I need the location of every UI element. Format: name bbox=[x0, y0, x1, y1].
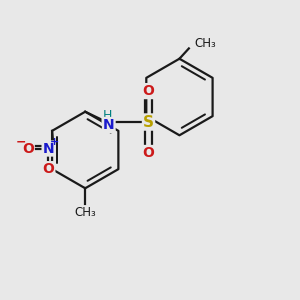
Text: N: N bbox=[103, 118, 115, 132]
Text: S: S bbox=[143, 115, 154, 130]
Text: O: O bbox=[142, 146, 154, 160]
Text: CH₃: CH₃ bbox=[194, 38, 216, 50]
Text: H: H bbox=[103, 109, 112, 122]
Text: −: − bbox=[16, 136, 27, 148]
Text: O: O bbox=[142, 84, 154, 98]
Text: O: O bbox=[22, 142, 34, 155]
Text: O: O bbox=[43, 162, 54, 176]
Text: CH₃: CH₃ bbox=[74, 206, 96, 219]
Text: N: N bbox=[43, 142, 54, 155]
Text: +: + bbox=[50, 137, 59, 147]
